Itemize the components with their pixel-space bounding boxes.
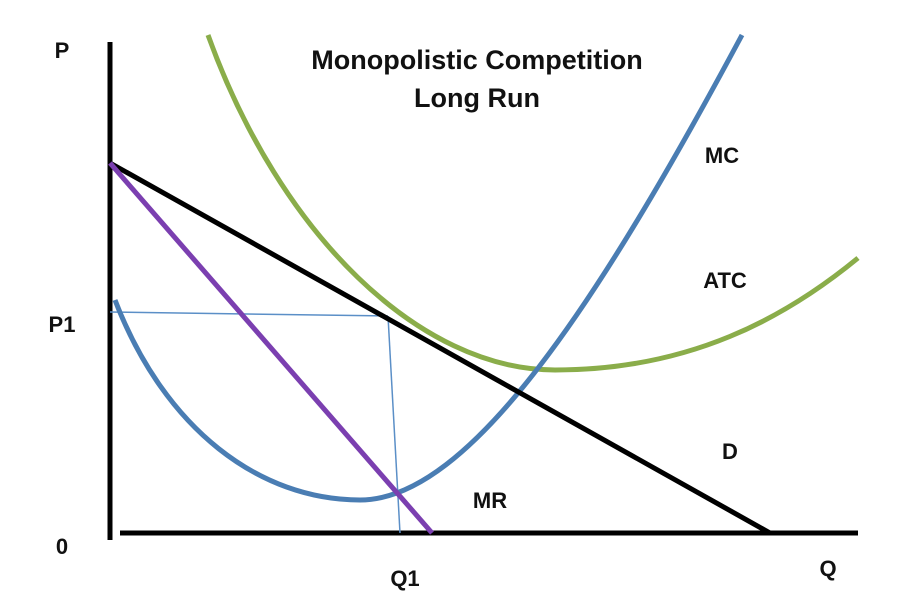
y-axis-label: P: [55, 38, 70, 63]
demand-label: D: [722, 439, 738, 464]
title-line: Monopolistic Competition: [311, 45, 642, 75]
p1-label: P1: [49, 312, 76, 337]
mr-curve: [108, 161, 434, 535]
title-line: Long Run: [414, 83, 540, 113]
mc-label: MC: [705, 143, 739, 168]
p1-guide: [109, 311, 389, 317]
q1-label: Q1: [390, 566, 419, 591]
mc-curve: [112, 33, 745, 503]
mr-label: MR: [473, 488, 507, 513]
atc-curve: [205, 34, 860, 373]
x-axis-label: Q: [819, 556, 836, 581]
q1-guide: [387, 315, 401, 534]
origin-label: 0: [56, 534, 68, 559]
atc-label: ATC: [703, 268, 747, 293]
demand-curve: [108, 160, 772, 536]
